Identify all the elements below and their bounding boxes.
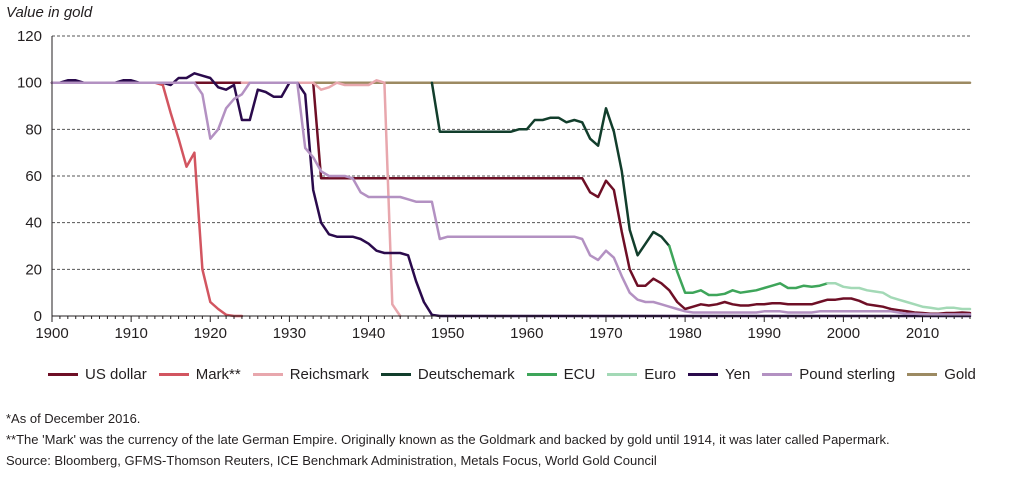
x-tick-label: 1940 [352,325,385,342]
x-tick-label: 2010 [906,325,939,342]
legend-swatch [252,373,283,376]
x-tick-labels: 1900 1910 1920 1930 1940 1950 1960 1970 1980 1990… [35,325,939,342]
x-tick-label: 1910 [114,325,147,342]
legend-swatch [158,373,189,376]
y-tick-label: 0 [34,308,42,325]
legend-label: US dollar [85,366,147,383]
line-chart: 0 20 40 60 80 100 120 1900 1910 1920 1930 1940 1950… [17,28,972,342]
y-axis-title: Value in gold [6,4,93,21]
axes [51,36,971,322]
series-line-us-dollar [50,81,972,315]
legend-label: Pound sterling [799,366,896,383]
legend-item: Euro [607,366,676,383]
legend-item: Reichsmark [252,366,369,383]
series-lines [50,72,972,318]
y-tick-label: 20 [25,261,42,278]
gridlines [52,35,970,270]
legend-item: Deutschemark [380,366,515,383]
x-tick-label: 1920 [194,325,227,342]
series-line-ecu [668,244,829,297]
legend-label: Gold [944,366,976,383]
x-tick-label: 1950 [431,325,464,342]
y-tick-label: 120 [17,28,42,45]
legend-swatch [607,373,638,376]
footnotes: *As of December 2016. **The 'Mark' was t… [6,408,890,471]
series-line-mark [50,81,244,318]
legend-swatch [380,373,411,376]
legend-label: Reichsmark [289,366,369,383]
x-tick-label: 1900 [35,325,68,342]
legend-swatch [762,373,793,376]
legend-label: ECU [563,366,596,383]
legend-item: Pound sterling [762,366,895,383]
series-line-reichsmark [240,79,402,318]
legend-item: Yen [687,366,751,383]
legend-swatch [687,373,718,376]
note-mark: **The 'Mark' was the currency of the lat… [6,432,890,447]
series-line-yen [50,72,972,318]
x-tick-label: 1980 [668,325,701,342]
legend-item: Gold [907,366,976,383]
legend-swatch [907,373,938,376]
x-tick-label: 1930 [273,325,306,342]
y-tick-labels: 0 20 40 60 80 100 120 [17,28,42,325]
y-tick-label: 80 [25,121,42,138]
x-tick-label: 1990 [748,325,781,342]
legend-item: Mark** [158,366,241,383]
note-source: Source: Bloomberg, GFMS-Thomson Reuters,… [6,453,657,468]
legend-label: Yen [724,366,751,383]
note-as-of: *As of December 2016. [6,411,141,426]
legend-swatch [526,373,557,376]
x-tick-label: 2000 [827,325,860,342]
series-line-euro [826,282,972,311]
legend-swatch [48,373,78,376]
legend-label: Deutschemark [417,366,515,383]
y-tick-label: 40 [25,215,42,232]
x-tick-label: 1960 [510,325,543,342]
legend: US dollar Mark** Reichsmark Deutschemark ECU… [48,366,988,383]
y-tick-label: 60 [25,168,42,185]
legend-label: Mark** [195,366,241,383]
series-line-pound-sterling [50,81,972,316]
series-line-deutschemark [430,81,671,257]
legend-item: US dollar [48,366,147,383]
y-tick-label: 100 [17,75,42,92]
legend-label: Euro [644,366,676,383]
legend-item: ECU [526,366,596,383]
x-tick-label: 1970 [589,325,622,342]
